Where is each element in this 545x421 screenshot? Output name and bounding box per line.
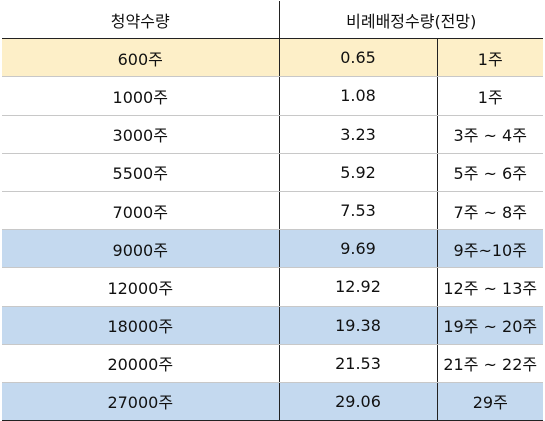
table-row: 20000주 21.53 21주 ~ 22주 <box>2 344 543 383</box>
table-header-row: 청약수량 비례배정수량(전망) <box>2 1 543 40</box>
cell-allocation-ratio: 9.69 <box>278 229 437 269</box>
table-row: 7000주 7.53 7주 ~ 8주 <box>2 191 543 231</box>
cell-subscription-qty: 12000주 <box>2 267 279 307</box>
header-allocation-qty: 비례배정수량(전망) <box>278 1 543 40</box>
table-row: 3000주 3.23 3주 ~ 4주 <box>2 115 543 154</box>
cell-subscription-qty: 27000주 <box>2 382 279 421</box>
cell-expected-shares: 21주 ~ 22주 <box>436 344 543 383</box>
table-row: 5500주 5.92 5주 ~ 6주 <box>2 153 543 192</box>
cell-allocation-ratio: 12.92 <box>278 267 437 307</box>
header-subscription-qty: 청약수량 <box>2 1 279 40</box>
cell-allocation-ratio: 1.08 <box>278 76 437 116</box>
cell-subscription-qty: 9000주 <box>2 229 279 269</box>
cell-allocation-ratio: 5.92 <box>278 153 437 192</box>
cell-subscription-qty: 600주 <box>2 38 279 78</box>
cell-allocation-ratio: 0.65 <box>278 38 437 78</box>
cell-subscription-qty: 5500주 <box>2 153 279 192</box>
cell-allocation-ratio: 7.53 <box>278 191 437 231</box>
cell-allocation-ratio: 3.23 <box>278 115 437 154</box>
table-row: 9000주 9.69 9주~10주 <box>2 229 543 269</box>
table-row: 18000주 19.38 19주 ~ 20주 <box>2 306 543 345</box>
cell-subscription-qty: 18000주 <box>2 306 279 345</box>
cell-subscription-qty: 7000주 <box>2 191 279 231</box>
table-body: 600주 0.65 1주 1000주 1.08 1주 3000주 3.23 3주… <box>2 38 543 421</box>
cell-expected-shares: 9주~10주 <box>436 229 543 269</box>
cell-subscription-qty: 1000주 <box>2 76 279 116</box>
cell-expected-shares: 5주 ~ 6주 <box>436 153 543 192</box>
cell-subscription-qty: 20000주 <box>2 344 279 383</box>
cell-allocation-ratio: 19.38 <box>278 306 437 345</box>
cell-allocation-ratio: 29.06 <box>278 382 437 421</box>
cell-expected-shares: 3주 ~ 4주 <box>436 115 543 154</box>
cell-expected-shares: 12주 ~ 13주 <box>436 267 543 307</box>
table-row: 12000주 12.92 12주 ~ 13주 <box>2 267 543 307</box>
cell-expected-shares: 1주 <box>436 38 543 78</box>
cell-expected-shares: 7주 ~ 8주 <box>436 191 543 231</box>
table-row: 600주 0.65 1주 <box>2 38 543 78</box>
table-row: 27000주 29.06 29주 <box>2 382 543 421</box>
cell-expected-shares: 1주 <box>436 76 543 116</box>
cell-subscription-qty: 3000주 <box>2 115 279 154</box>
cell-allocation-ratio: 21.53 <box>278 344 437 383</box>
cell-expected-shares: 29주 <box>436 382 543 421</box>
cell-expected-shares: 19주 ~ 20주 <box>436 306 543 345</box>
table-row: 1000주 1.08 1주 <box>2 76 543 116</box>
